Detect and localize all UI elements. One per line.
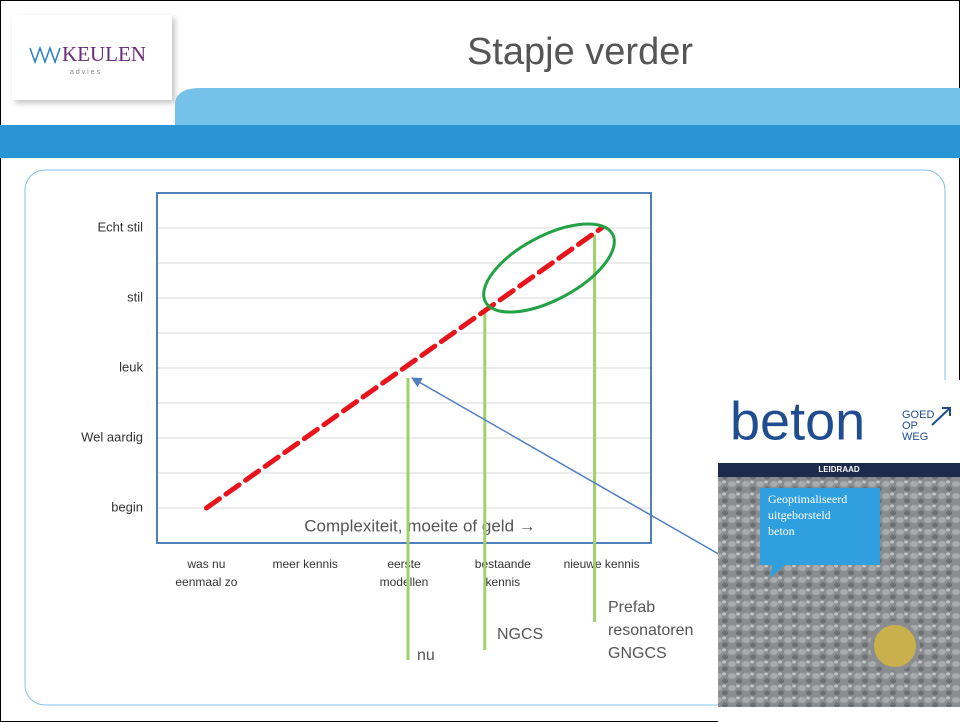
x-tick-label: eerste xyxy=(387,557,421,571)
x-tick-label: modellen xyxy=(380,575,429,589)
x-tick-label: kennis xyxy=(485,575,520,589)
cover-bubble-text: uitgeborsteld xyxy=(768,508,831,522)
header-band-light xyxy=(175,88,960,125)
book-cover: beton GOED OP WEG LEIDRAAD Geoptimalisee… xyxy=(718,380,960,722)
y-tick-label: stil xyxy=(127,289,143,304)
x-tick-label: nieuwe kennis xyxy=(564,557,640,571)
y-tick-label: Wel aardig xyxy=(81,429,143,444)
y-tick-label: Echt stil xyxy=(97,219,143,234)
cover-bubble-text: Geoptimaliseerd xyxy=(768,492,847,506)
cover-band-text: LEIDRAAD xyxy=(818,465,860,474)
slide: KEULEN a d v i e s Stapje verder begin We… xyxy=(0,0,960,722)
page: {"header": {"logo": "KEULEN", "logo_sub"… xyxy=(0,0,960,722)
cover-tag: WEG xyxy=(902,431,928,443)
y-tick-label: begin xyxy=(111,499,143,514)
cover-coin xyxy=(872,623,918,669)
cover-bubble-text: beton xyxy=(768,524,795,538)
x-axis-label: Complexiteit, moeite of geld → xyxy=(304,516,536,535)
logo-sub: a d v i e s xyxy=(70,69,100,76)
annotation: NGCS xyxy=(497,626,543,643)
logo-text: KEULEN xyxy=(62,42,146,66)
x-tick-label: eenmaal zo xyxy=(175,575,237,589)
cover-brand: beton xyxy=(730,391,865,451)
header-band-dark xyxy=(0,125,960,158)
y-tick-label: leuk xyxy=(119,359,143,374)
annotation: Prefab xyxy=(608,599,655,616)
x-tick-label: bestaande xyxy=(475,557,531,571)
x-tick-label: meer kennis xyxy=(273,557,338,571)
slide-title: Stapje verder xyxy=(467,31,693,73)
x-tick-label: was nu xyxy=(186,557,225,571)
annotation: nu xyxy=(417,647,435,664)
annotation: GNGCS xyxy=(608,645,667,662)
annotation: resonatoren xyxy=(608,622,693,639)
cover-footer xyxy=(718,707,960,722)
